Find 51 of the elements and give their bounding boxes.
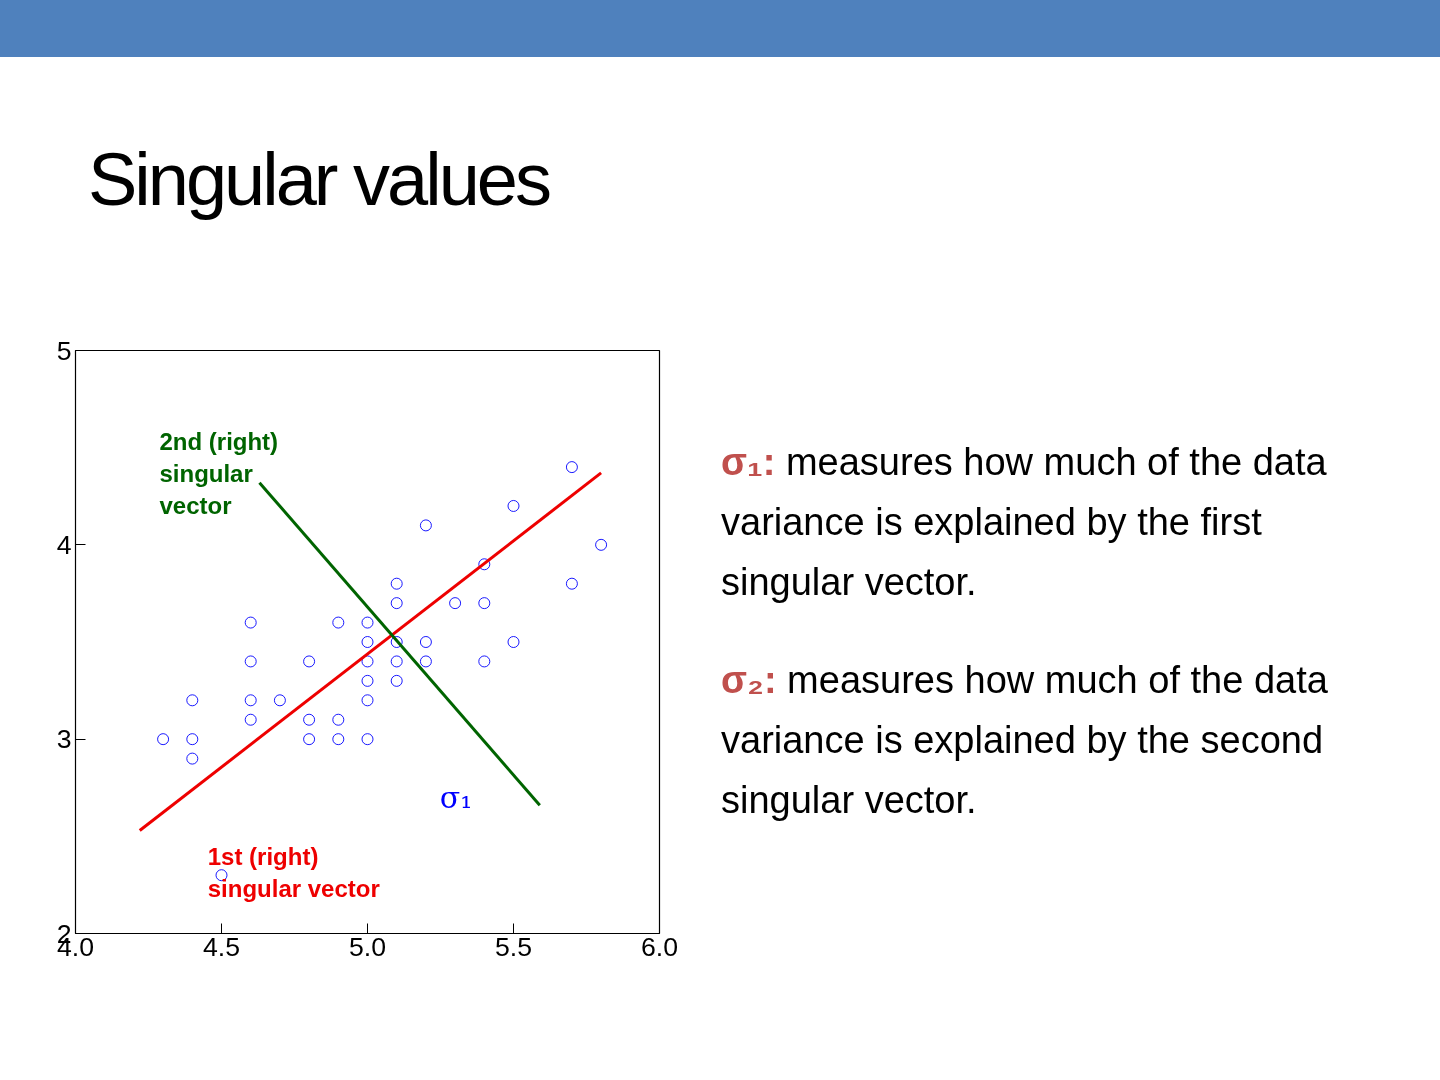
point	[303, 655, 316, 668]
point	[332, 733, 345, 746]
point	[478, 655, 491, 668]
point	[273, 694, 286, 707]
text: σ₁: measures how much of the data variance is explained by the first singular vector.	[721, 440, 1328, 605]
point	[361, 655, 374, 668]
point	[419, 636, 432, 648]
point	[419, 519, 432, 532]
series-label: 2nd (right) singular vector	[159, 427, 279, 520]
text: σ₂: measures how much of the data variance is explained by the second singular vector.	[721, 658, 1329, 823]
x-tick-label: 6.0	[640, 931, 679, 962]
point	[507, 500, 520, 512]
point	[244, 694, 257, 707]
chart-title: Singular values	[88, 137, 549, 223]
point	[595, 538, 608, 551]
point	[390, 674, 403, 687]
point	[244, 713, 257, 726]
point	[244, 655, 257, 668]
point	[303, 733, 316, 746]
annotation: σ₁	[439, 780, 473, 816]
y-tick-label: 5	[56, 335, 72, 366]
point	[303, 713, 316, 726]
point	[244, 616, 257, 629]
point	[361, 674, 374, 687]
point	[361, 733, 374, 746]
point	[361, 694, 374, 707]
point	[332, 616, 345, 629]
point	[186, 694, 199, 707]
y-tick-label: 4	[56, 529, 72, 560]
point	[361, 636, 374, 648]
point	[449, 597, 462, 610]
point	[478, 558, 491, 571]
x-tick-label: 4.5	[202, 931, 241, 962]
point	[565, 461, 578, 474]
point	[332, 713, 345, 726]
y-tick-label: 3	[56, 724, 72, 755]
point	[565, 577, 578, 590]
point	[186, 733, 199, 746]
point	[419, 655, 432, 668]
point	[361, 616, 374, 629]
point	[507, 636, 520, 648]
point	[390, 577, 403, 590]
point	[186, 752, 199, 765]
point	[390, 655, 403, 668]
text: 1st (right) singular vector	[207, 842, 380, 902]
point	[390, 597, 403, 610]
point	[157, 733, 170, 746]
point	[478, 597, 491, 610]
x-tick-label: 5.5	[494, 931, 533, 962]
point	[390, 636, 403, 648]
x-tick-label: 5.0	[348, 931, 387, 962]
